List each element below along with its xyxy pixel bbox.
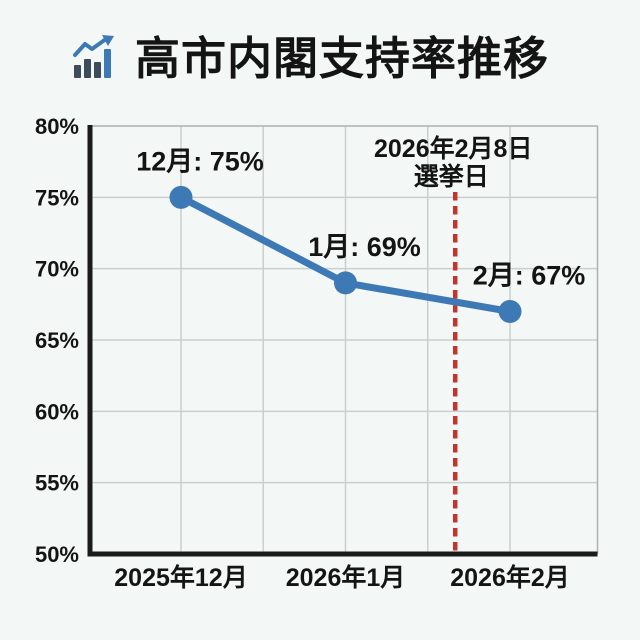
y-axis-tick-label: 80% (35, 114, 79, 139)
data-point-label: 1月: 69% (308, 232, 421, 262)
icon-bar-1 (73, 65, 81, 78)
election-day-label: 選挙日 (414, 163, 489, 191)
icon-trend-arrowhead (101, 35, 114, 46)
data-point-label: 12月: 75% (136, 146, 264, 176)
y-axis-tick-label: 65% (35, 328, 79, 353)
chart-title: 高市内閣支持率推移 (134, 32, 549, 84)
icon-bar-4 (103, 49, 111, 78)
y-axis-tick-label: 70% (35, 257, 79, 282)
election-date-label: 2026年2月8日 (374, 134, 532, 163)
x-axis-tick-label: 2026年2月 (450, 563, 570, 592)
data-point-marker (169, 185, 193, 209)
data-point-label: 2月: 67% (473, 260, 586, 290)
x-axis-tick-label: 2026年1月 (286, 563, 406, 592)
y-axis-tick-label: 50% (35, 542, 79, 567)
y-axis-tick-label: 60% (35, 399, 79, 424)
data-point-marker (334, 271, 357, 295)
icon-bar-2 (83, 59, 91, 78)
y-axis-tick-label: 75% (35, 185, 79, 210)
icon-trend-arrow-line (72, 37, 108, 57)
icon-bar-3 (93, 62, 101, 78)
chart-header: 高市内閣支持率推移 (0, 34, 630, 82)
bar-chart-rising-icon (71, 34, 119, 82)
data-point-marker (498, 299, 522, 323)
y-axis-tick-label: 55% (35, 471, 79, 496)
x-axis-tick-label: 2025年12月 (114, 563, 247, 592)
